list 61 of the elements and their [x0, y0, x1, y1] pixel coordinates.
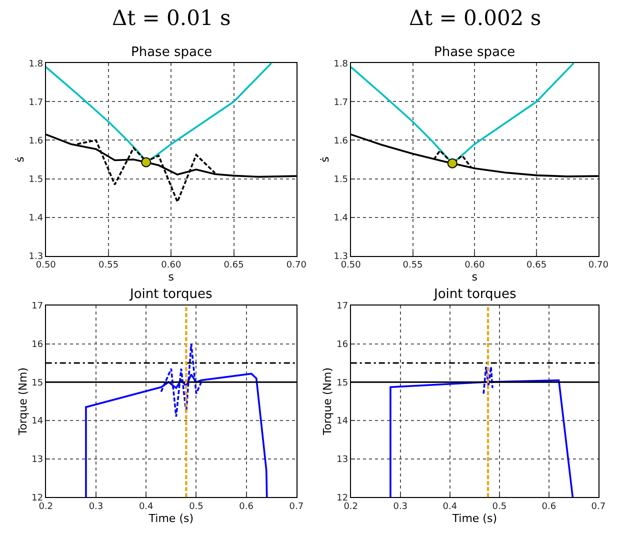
x-tick-label: 0.70 [286, 260, 307, 271]
y-tick-label: 1.3 [28, 252, 44, 262]
y-tick-label: 1.4 [28, 213, 44, 224]
y-tick-label: 1.7 [28, 98, 44, 108]
y-tick-label: 1.5 [28, 174, 44, 185]
y-tick-label: 13 [32, 454, 44, 465]
x-tick-label: 0.7 [591, 502, 606, 512]
y-tick-label: 17 [336, 302, 348, 312]
y-axis-title: Torque (Nm) [321, 367, 334, 436]
y-tick-label: 15 [32, 378, 44, 388]
y-tick-label: 15 [336, 378, 348, 388]
y-tick-label: 12 [32, 493, 44, 504]
y-tick-label: 1.8 [334, 59, 348, 70]
chart-subtitle: Phase space [434, 45, 516, 60]
x-axis-title: s [168, 270, 174, 284]
chart-subtitle: Phase space [131, 45, 212, 60]
x-tick-label: 0.2 [344, 502, 358, 512]
chart-subtitle: Joint torques [129, 287, 213, 302]
y-tick-label: 1.6 [334, 136, 348, 146]
x-tick-label: 0.5 [189, 502, 204, 512]
x-tick-label: 0.55 [98, 260, 119, 271]
y-tick-label: 1.6 [28, 136, 44, 146]
y-tick-label: 13 [336, 454, 348, 465]
y-tick-label: 1.5 [334, 174, 348, 185]
y-tick-label: 1.4 [334, 213, 348, 224]
x-tick-label: 0.6 [239, 502, 254, 512]
y-tick-label: 14 [336, 416, 348, 427]
y-tick-label: 16 [32, 340, 44, 350]
x-tick-label: 0.70 [588, 260, 609, 271]
y-tick-label: 17 [32, 302, 44, 312]
x-tick-label: 0.50 [340, 260, 362, 271]
x-tick-label: 0.2 [38, 502, 54, 512]
y-tick-label: 12 [336, 493, 348, 504]
y-axis-title: Torque (Nm) [16, 367, 30, 436]
y-tick-label: 16 [336, 340, 348, 350]
x-tick-label: 0.55 [402, 260, 423, 271]
x-tick-label: 0.3 [393, 502, 408, 512]
x-axis-title: s [472, 270, 478, 284]
x-tick-label: 0.65 [224, 260, 244, 271]
chart-title: Δt = 0.01 s [112, 6, 231, 30]
x-tick-label: 0.65 [526, 260, 547, 271]
x-tick-label: 0.3 [88, 502, 104, 512]
line-series [432, 150, 472, 168]
x-tick-label: 0.60 [464, 260, 485, 271]
x-tick-label: 0.50 [36, 260, 56, 271]
y-tick-label: 1.3 [334, 252, 348, 262]
y-tick-label: 1.7 [334, 98, 348, 108]
y-axis-title: ṡ [13, 156, 26, 162]
x-tick-label: 0.4 [138, 502, 154, 512]
x-tick-label: 0.4 [442, 502, 458, 512]
x-axis-title: Time (s) [451, 512, 498, 525]
x-tick-label: 0.5 [492, 502, 507, 512]
chart-subtitle: Joint torques [433, 287, 517, 302]
y-tick-label: 1.8 [28, 59, 44, 70]
x-tick-label: 0.7 [289, 502, 304, 512]
x-axis-title: Time (s) [148, 512, 194, 525]
y-axis-title: ṡ [318, 156, 332, 162]
y-tick-label: 14 [32, 416, 44, 427]
x-tick-label: 0.60 [161, 260, 182, 271]
chart-title: Δt = 0.002 s [409, 6, 542, 30]
x-tick-label: 0.6 [542, 502, 556, 512]
